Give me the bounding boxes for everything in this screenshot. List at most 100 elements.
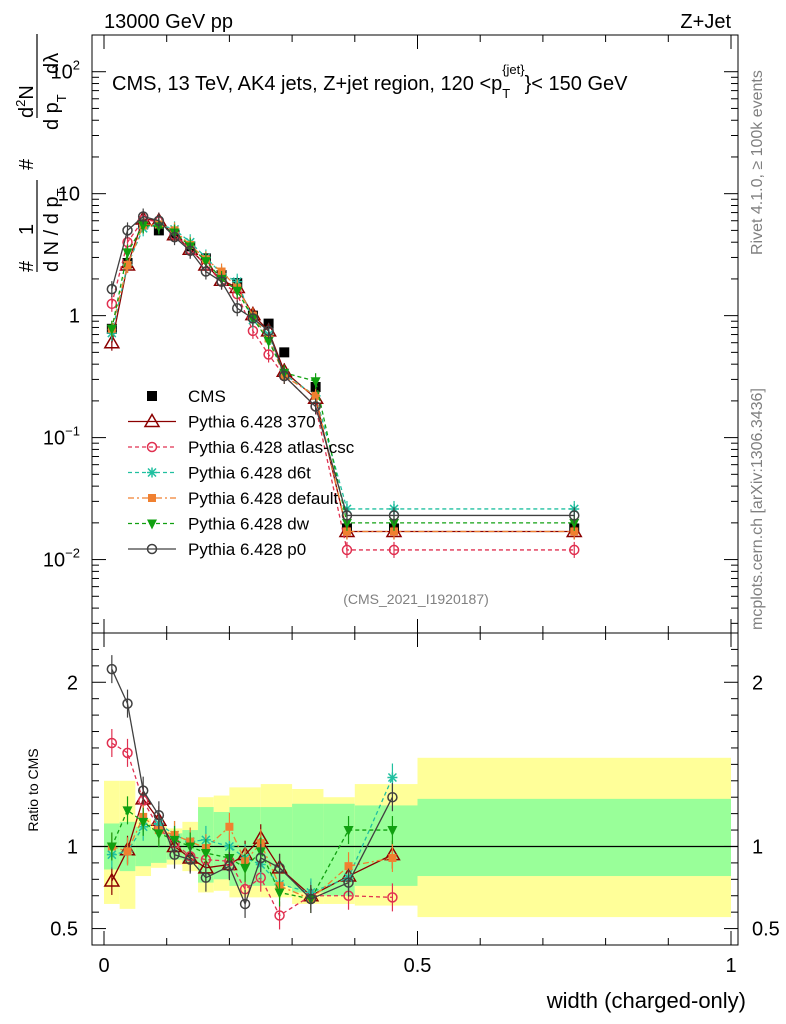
ratio-series bbox=[103, 655, 401, 930]
ratio-y-label: Ratio to CMS bbox=[25, 748, 41, 831]
series-line-6 bbox=[111, 215, 575, 517]
ratio-point-6 bbox=[255, 852, 266, 864]
series-point-5 bbox=[138, 221, 149, 232]
series-line-2 bbox=[111, 219, 575, 551]
title-sub: T bbox=[502, 86, 510, 101]
ratio-band-inner bbox=[354, 805, 418, 886]
main-ytick-label: 10−1 bbox=[43, 424, 80, 450]
series-point-5 bbox=[569, 518, 580, 529]
series-point-4 bbox=[123, 261, 132, 270]
legend-label: Pythia 6.428 dw bbox=[188, 515, 310, 534]
legend-label: CMS bbox=[188, 387, 226, 406]
ratio-ytick-label-right: 1 bbox=[752, 836, 763, 858]
ratio-point-6 bbox=[106, 663, 118, 675]
ratio-point-5 bbox=[387, 826, 398, 837]
series-point-5 bbox=[310, 377, 321, 388]
xtick-label: 0.5 bbox=[404, 955, 432, 977]
title-sup: {jet} bbox=[502, 62, 525, 77]
series-point-6 bbox=[184, 245, 196, 257]
series-point-6 bbox=[200, 266, 212, 277]
ratio-point-6 bbox=[137, 785, 149, 796]
series-point-6 bbox=[153, 215, 165, 226]
series-point-0 bbox=[279, 347, 290, 358]
series-point-6 bbox=[279, 370, 290, 382]
ratio-ytick-label: 0.5 bbox=[50, 919, 78, 941]
mcplots-label: mcplots.cern.ch [arXiv:1306.3436] bbox=[749, 388, 766, 630]
legend-label: Pythia 6.428 default bbox=[188, 489, 339, 508]
legend-label: Pythia 6.428 d6t bbox=[188, 464, 311, 483]
ratio-ytick-label-right: 2 bbox=[752, 672, 763, 694]
series-point-6 bbox=[388, 510, 400, 521]
title-prefix: CMS, 13 TeV, AK4 jets, Z+jet region, 120… bbox=[112, 73, 502, 95]
main-ytick-label: 102 bbox=[51, 58, 80, 84]
ratio-point-6 bbox=[169, 849, 180, 860]
legend-marker bbox=[146, 543, 158, 555]
legend-marker bbox=[148, 494, 156, 502]
main-ytick-label: 1 bbox=[69, 306, 80, 328]
ratio-frame bbox=[91, 632, 739, 946]
ratio-point-5 bbox=[240, 863, 251, 874]
ratio-point-6 bbox=[343, 877, 354, 888]
legend-marker bbox=[147, 467, 157, 478]
series-point-6 bbox=[341, 510, 353, 521]
xtick-label: 1 bbox=[725, 955, 736, 977]
y-label-hash1: # bbox=[16, 260, 38, 272]
legend-label: Pythia 6.428 atlas-csc bbox=[188, 438, 355, 457]
series-point-4 bbox=[389, 527, 398, 536]
series-point-6 bbox=[137, 211, 149, 222]
series-point-5 bbox=[106, 324, 117, 335]
ratio-point-6 bbox=[387, 791, 398, 803]
y-label-hash2: # bbox=[16, 158, 38, 170]
analysis-tag: (CMS_2021_I1920187) bbox=[343, 591, 489, 607]
main-ytick-label: 10 bbox=[58, 184, 80, 206]
main-series bbox=[103, 208, 583, 558]
y-label-dn: d N / d pT bbox=[41, 188, 69, 272]
ratio-point-4 bbox=[344, 862, 353, 871]
ratio-point-2 bbox=[122, 747, 133, 759]
ratio-point-6 bbox=[200, 872, 212, 883]
series-point-5 bbox=[341, 518, 352, 529]
ratio-point-6 bbox=[274, 862, 285, 874]
legend-label: Pythia 6.428 p0 bbox=[188, 540, 306, 559]
legend-label: Pythia 6.428 370 bbox=[188, 413, 316, 432]
ratio-band-inner bbox=[292, 803, 324, 893]
ratio-point-5 bbox=[122, 806, 133, 817]
ratio-ytick-label: 1 bbox=[67, 836, 78, 858]
title-suffix: }< 150 GeV bbox=[525, 73, 629, 95]
ratio-point-2 bbox=[387, 892, 398, 903]
series-point-1 bbox=[103, 334, 121, 349]
ratio-line-5 bbox=[111, 809, 393, 900]
ratio-point-6 bbox=[305, 893, 317, 905]
series-point-5 bbox=[122, 248, 133, 259]
y-label-d2n: d2N bbox=[13, 85, 38, 118]
x-axis-label: width (charged-only) bbox=[546, 988, 746, 1013]
legend-marker bbox=[147, 391, 157, 401]
series-point-2 bbox=[388, 544, 400, 556]
series-point-2 bbox=[569, 544, 580, 556]
ratio-point-5 bbox=[274, 888, 285, 899]
ratio-y-axis: 0.5 0.5 1 1 2 2 bbox=[50, 648, 780, 941]
header-left: 13000 GeV pp bbox=[104, 11, 233, 33]
series-point-6 bbox=[231, 302, 243, 314]
main-y-label: # 1 d N / d pT # d2N d pT dλ bbox=[13, 34, 69, 272]
ratio-panel: 0.5 0.5 1 1 2 2 0 0.5 1 Ratio to CMS bbox=[25, 632, 780, 977]
ratio-ytick-label-right: 0.5 bbox=[752, 919, 780, 941]
ratio-point-4 bbox=[123, 847, 132, 856]
ratio-point-6 bbox=[122, 698, 133, 709]
ratio-point-2 bbox=[106, 737, 118, 749]
main-ytick-label: 10−2 bbox=[43, 546, 80, 572]
main-x-axis bbox=[103, 35, 732, 633]
ratio-point-4 bbox=[388, 853, 397, 862]
series-point-6 bbox=[216, 276, 227, 287]
series-point-2 bbox=[263, 349, 274, 360]
ratio-point-6 bbox=[224, 860, 235, 872]
ratio-point-5 bbox=[153, 829, 164, 840]
ratio-point-4 bbox=[225, 822, 234, 831]
series-point-4 bbox=[311, 391, 320, 400]
series-point-6 bbox=[122, 225, 133, 236]
series-point-4 bbox=[342, 527, 351, 536]
series-point-6 bbox=[169, 231, 180, 243]
series-line-3 bbox=[111, 223, 575, 510]
ratio-x-axis: 0 0.5 1 bbox=[98, 633, 737, 977]
ratio-ytick-label: 2 bbox=[67, 672, 78, 694]
